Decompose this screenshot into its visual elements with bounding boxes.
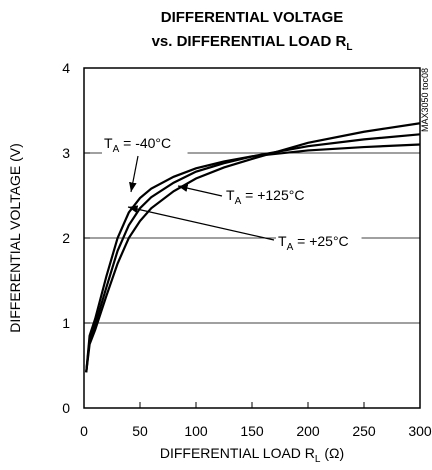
annotation-subscript: A (235, 196, 242, 207)
x-label-text: DIFFERENTIAL LOAD R (160, 445, 315, 461)
annotation-arrow (127, 205, 275, 241)
y-tick-label: 4 (62, 60, 70, 76)
y-tick-label: 2 (62, 230, 70, 246)
annotation: TA = -40°C (104, 135, 171, 155)
y-axis-label: DIFFERENTIAL VOLTAGE (V) (7, 143, 23, 333)
x-tick-label: 0 (80, 423, 88, 439)
annotation-subscript: A (287, 242, 294, 253)
annotation-prefix: T (278, 233, 287, 249)
annotation-bg (276, 231, 362, 253)
annotation-prefix: T (104, 135, 113, 151)
series-line (85, 122, 421, 373)
annotation-arrow (177, 184, 223, 197)
annotation: TA = +125°C (226, 187, 304, 207)
annotation-subscript: A (113, 144, 120, 155)
y-tick-label: 1 (62, 315, 70, 331)
annotation-prefix: T (226, 187, 235, 203)
annotation-bg (224, 185, 318, 207)
x-tick-label: 300 (408, 423, 432, 439)
series-line (85, 133, 421, 373)
x-label-subscript: L (315, 454, 321, 465)
title-subscript: L (346, 42, 352, 53)
side-note: MAX3050 toc08 (420, 68, 430, 132)
x-tick-label: 100 (184, 423, 208, 439)
x-axis-label: DIFFERENTIAL LOAD RL (Ω) (160, 445, 344, 465)
x-tick-label: 200 (296, 423, 320, 439)
x-tick-label: 250 (352, 423, 376, 439)
chart-title: vs. DIFFERENTIAL LOAD RL (152, 33, 353, 53)
y-tick-label: 3 (62, 145, 70, 161)
annotation-text: = -40°C (119, 135, 171, 151)
annotation-text: = +25°C (293, 233, 348, 249)
chart-title: DIFFERENTIAL VOLTAGE (161, 9, 344, 26)
x-tick-label: 150 (240, 423, 264, 439)
annotation-text: = +125°C (241, 187, 304, 203)
annotation-arrow (129, 155, 139, 193)
annotation-bg (102, 133, 188, 155)
x-tick-label: 50 (132, 423, 148, 439)
x-label-suffix: (Ω) (320, 445, 344, 461)
title-text: vs. DIFFERENTIAL LOAD R (152, 33, 347, 50)
y-tick-label: 0 (62, 400, 70, 416)
annotation: TA = +25°C (278, 233, 349, 253)
series-line (85, 143, 421, 373)
